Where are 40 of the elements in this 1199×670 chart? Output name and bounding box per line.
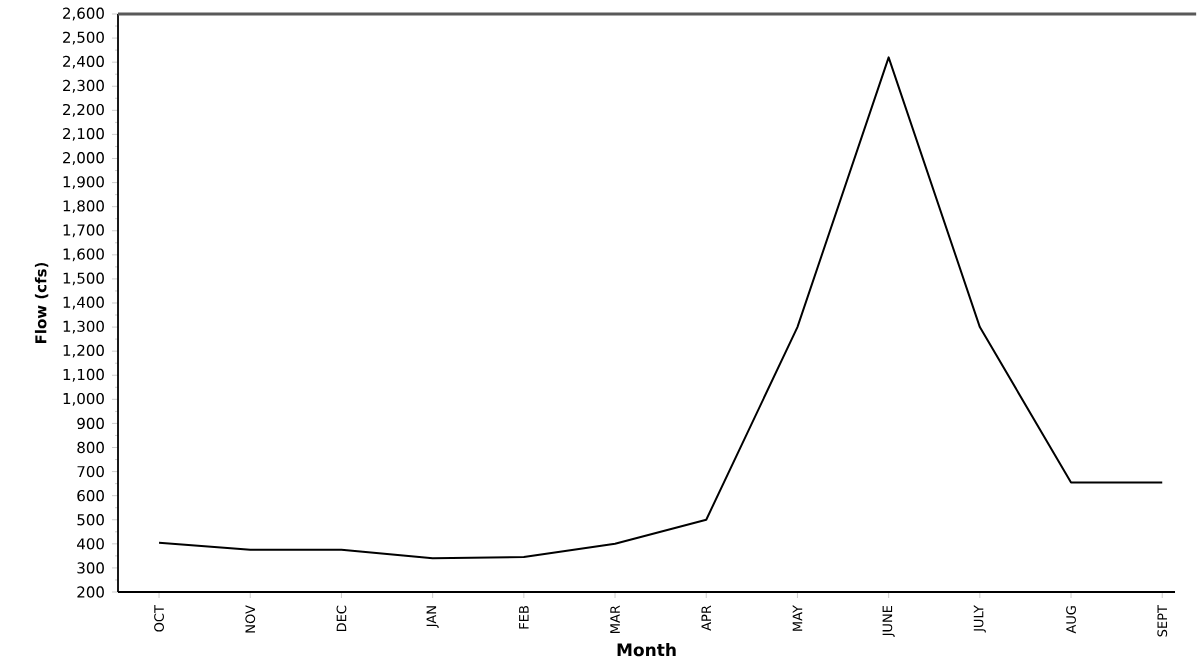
y-tick-label: 1,800 [63,200,104,214]
x-tick-label: JAN [426,606,439,628]
y-tick-label: 2,400 [63,55,104,69]
y-tick-label: 300 [77,562,104,574]
x-tick-label: FEB [519,605,529,629]
y-tick-label: 200 [77,586,104,598]
x-tick-label: MAY [792,605,803,631]
line-series [158,56,1164,560]
y-tick-label: 600 [77,489,104,502]
y-tick-label: 2,000 [63,152,104,165]
y-tick-label: 900 [77,417,104,430]
y-tick-label: 500 [77,514,104,526]
x-tick-label: SEPT [1157,605,1168,637]
y-axis-title: Flow (cfs) [34,262,49,344]
x-tick-label: JUNE [882,605,895,638]
x-axis-title: Month [617,643,676,657]
x-tick-label: JULY [973,605,986,633]
y-tick-label: 1,200 [63,344,104,358]
x-tick-label: DEC [336,605,347,632]
y-tick-label: 800 [77,441,104,454]
y-tick-label: 1,900 [63,176,104,190]
y-tick-label: 2,200 [63,103,104,117]
y-tick-label: 700 [77,465,104,478]
y-tick-label: 2,600 [63,7,104,21]
y-tick-label: 2,300 [63,79,104,93]
y-tick-label: 2,500 [63,31,104,45]
x-tick-label: AUG [1066,606,1076,634]
x-tick-label: MAR [610,605,620,633]
y-tick-label: 1,100 [63,368,104,382]
x-tick-label: APR [701,605,711,631]
x-tick-label: OCT [154,605,164,632]
y-tick-label: 1,700 [63,224,104,238]
x-tick-label: NOV [245,605,256,633]
y-tick-label: 1,600 [63,248,104,262]
y-tick-label: 1,000 [63,392,104,406]
y-tick-label: 400 [77,538,104,550]
y-tick-label: 1,300 [63,320,104,334]
y-tick-label: 1,400 [63,296,104,310]
y-tick-label: 1,500 [63,272,104,286]
y-tick-label: 2,100 [63,127,104,141]
